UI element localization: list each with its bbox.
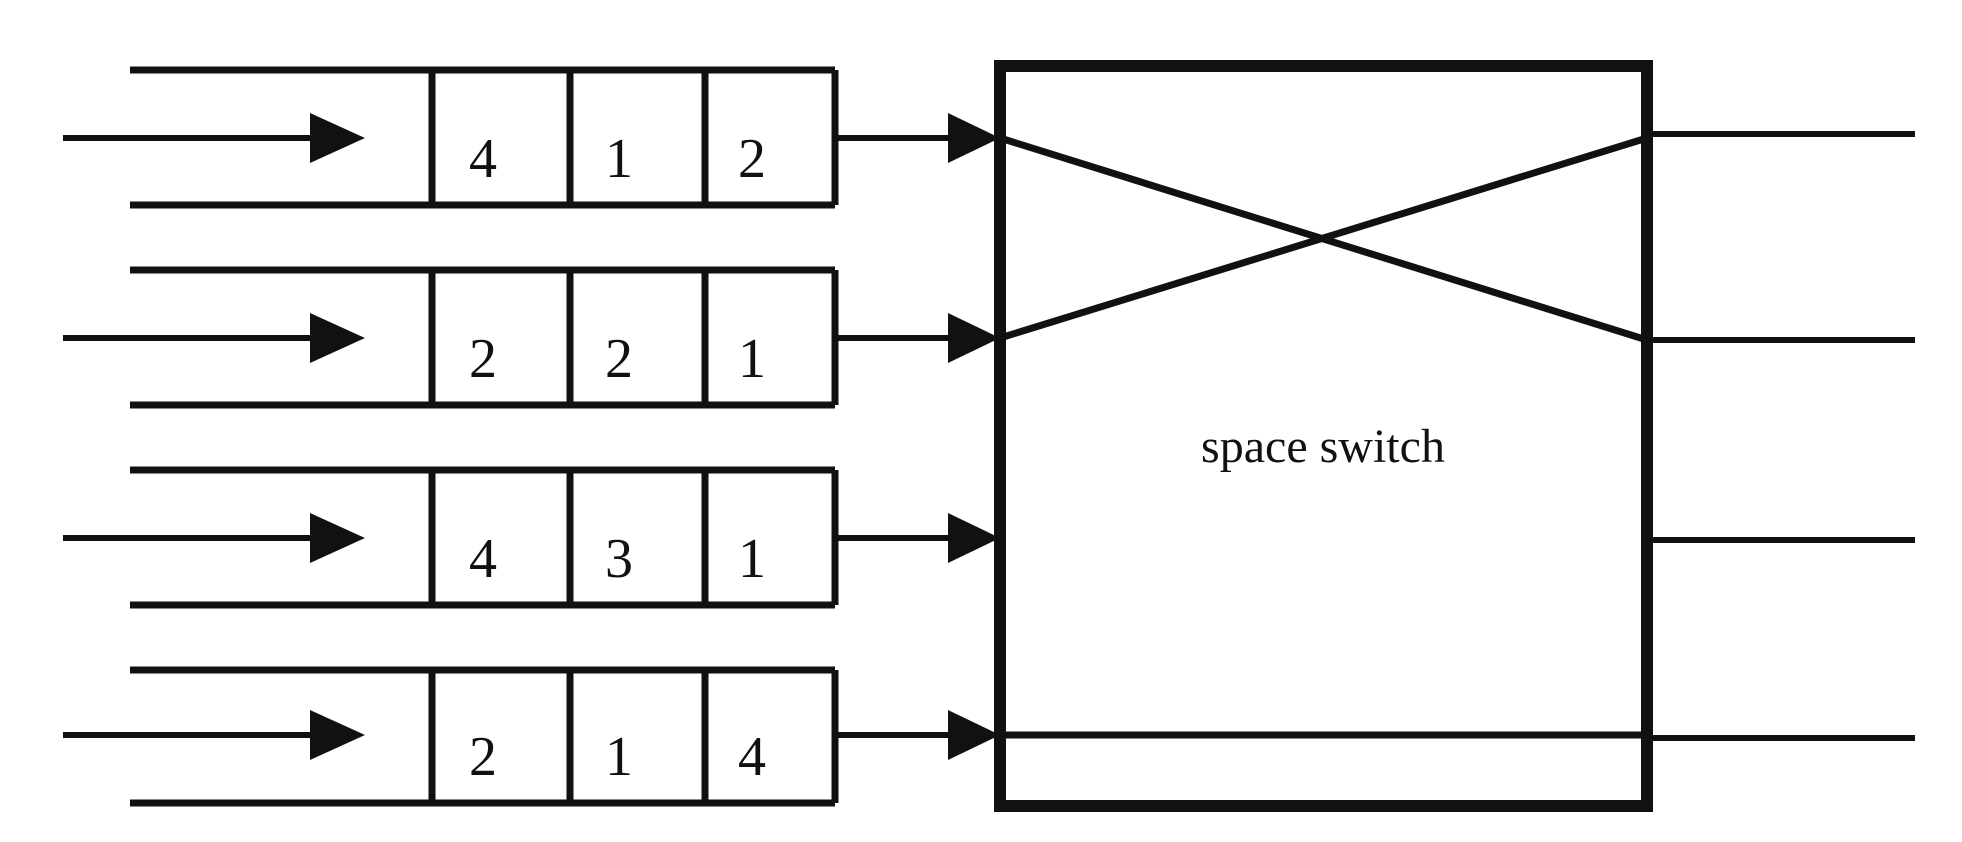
queue-cell-label: 4 (738, 726, 766, 788)
switch-input-arrow-1-head (948, 113, 1000, 163)
queue-cell-label: 4 (469, 528, 497, 590)
queue-cell-label: 1 (738, 528, 766, 590)
input-arrow-2-head (310, 313, 365, 363)
queue-cell-label: 4 (469, 128, 497, 190)
queue-cell-label: 2 (738, 128, 766, 190)
switch-input-arrow-3-head (948, 513, 1000, 563)
switch-connection-2-to-1 (998, 134, 1649, 342)
queue-cell-label: 1 (738, 328, 766, 390)
queue-cell-label: 3 (605, 528, 633, 590)
switch-input-arrow-2-head (948, 313, 1000, 363)
input-queue-1: 4 1 2 (63, 66, 1000, 209)
input-arrow-3-head (310, 513, 365, 563)
queue-cell-label: 1 (605, 726, 633, 788)
queue-cell-label: 2 (469, 726, 497, 788)
switch-input-arrow-4-head (948, 710, 1000, 760)
queue-cell-label: 1 (605, 128, 633, 190)
input-arrow-4-head (310, 710, 365, 760)
queue-cell-label: 2 (469, 328, 497, 390)
input-queue-3: 4 3 1 (63, 466, 1000, 609)
input-arrow-1-head (310, 113, 365, 163)
input-queue-2: 2 2 1 (63, 266, 1000, 409)
space-switch-label: space switch (1201, 420, 1445, 473)
input-queue-4: 2 1 4 (63, 666, 1000, 807)
queue-cell-label: 2 (605, 328, 633, 390)
space-switch-box (994, 60, 1653, 812)
